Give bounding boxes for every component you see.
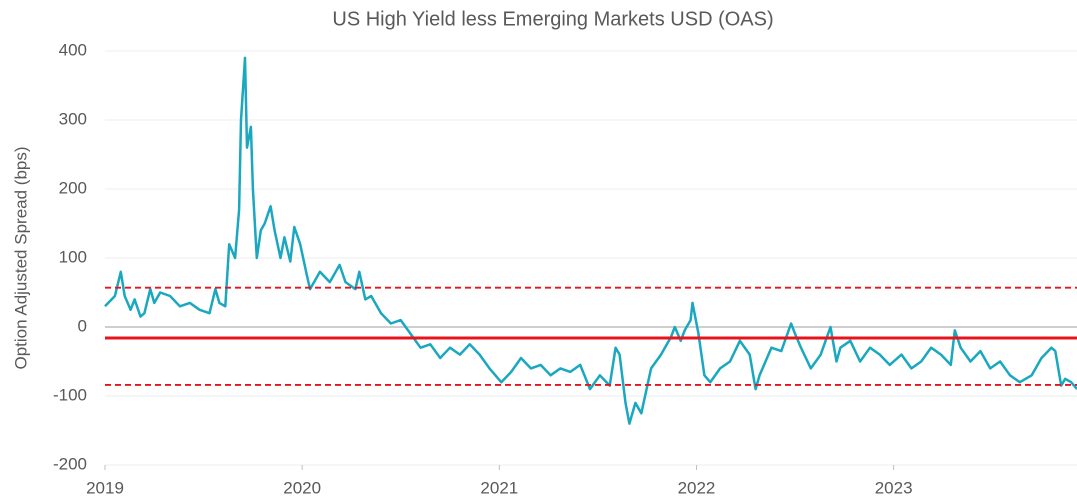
series-line [104,56,1077,425]
x-tick-label: 2023 [875,478,913,497]
y-tick-label: 200 [59,178,87,197]
y-tick-label: 0 [78,316,87,335]
y-tick-label: 100 [59,247,87,266]
y-tick-label: -200 [53,454,87,473]
x-tick-label: 2022 [678,478,716,497]
y-tick-label: 400 [59,40,87,59]
x-tick-label: 2021 [480,478,518,497]
chart-title: US High Yield less Emerging Markets USD … [332,8,773,30]
y-tick-label: -100 [53,385,87,404]
y-axis-label: Option Adjusted Spread (bps) [11,146,30,369]
x-tick-label: 2020 [283,478,321,497]
x-tick-label: 2019 [86,478,124,497]
y-tick-label: 300 [59,109,87,128]
